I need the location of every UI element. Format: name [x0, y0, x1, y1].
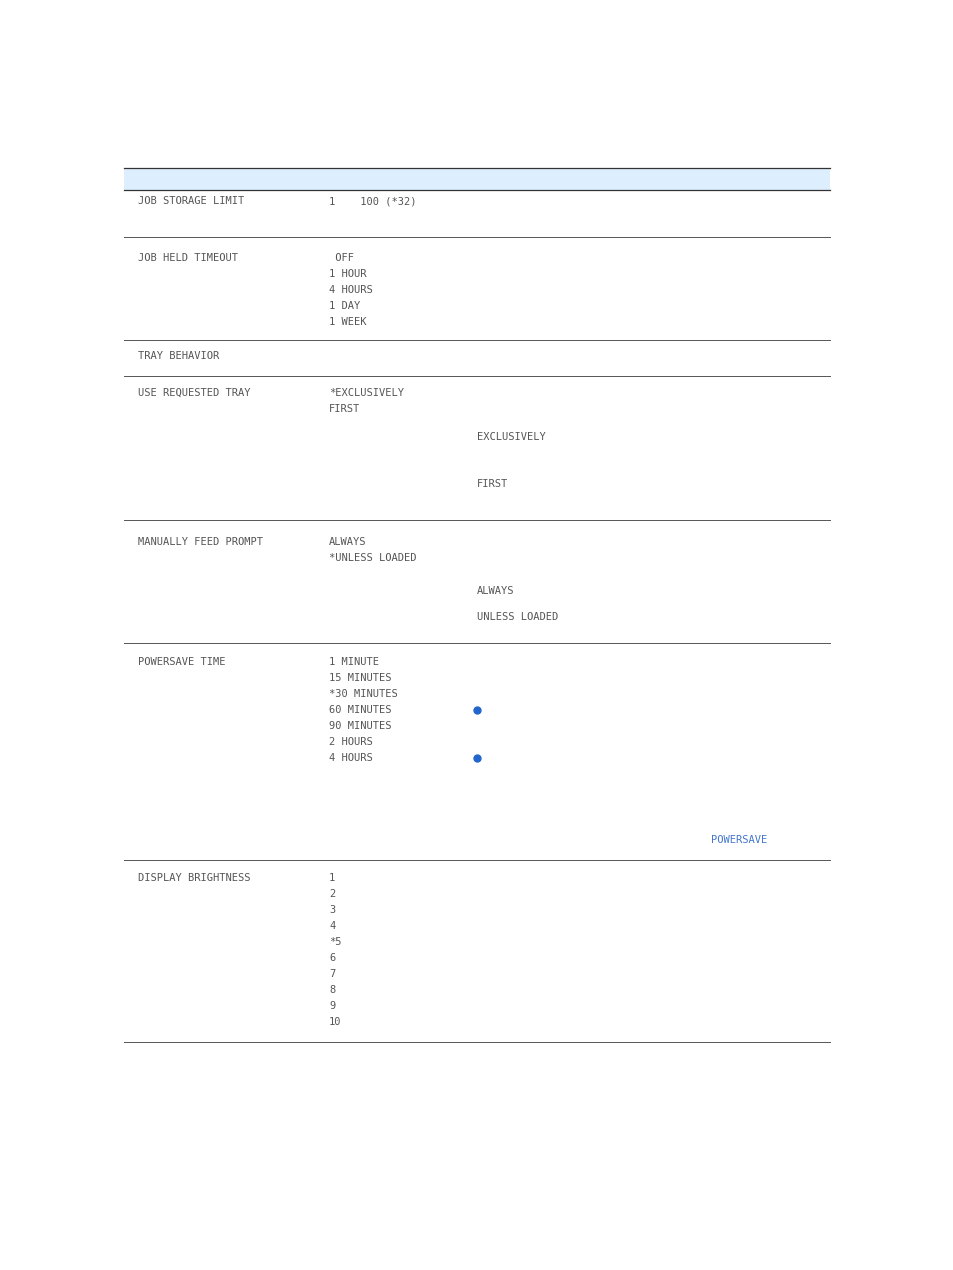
- Text: JOB STORAGE LIMIT: JOB STORAGE LIMIT: [138, 196, 244, 206]
- Text: 90 MINUTES: 90 MINUTES: [329, 721, 392, 732]
- Text: 4: 4: [329, 921, 335, 931]
- Text: 4 HOURS: 4 HOURS: [329, 753, 373, 763]
- Text: JOB HELD TIMEOUT: JOB HELD TIMEOUT: [138, 253, 238, 263]
- Text: MANUALLY FEED PROMPT: MANUALLY FEED PROMPT: [138, 537, 263, 547]
- Text: FIRST: FIRST: [329, 404, 360, 414]
- Text: FIRST: FIRST: [476, 479, 508, 489]
- Text: DISPLAY BRIGHTNESS: DISPLAY BRIGHTNESS: [138, 872, 251, 883]
- Text: EXCLUSIVELY: EXCLUSIVELY: [476, 432, 545, 442]
- Text: ALWAYS: ALWAYS: [476, 585, 514, 596]
- Text: 9: 9: [329, 1001, 335, 1011]
- Text: 2 HOURS: 2 HOURS: [329, 737, 373, 747]
- Text: 4 HOURS: 4 HOURS: [329, 284, 373, 295]
- Text: 1 MINUTE: 1 MINUTE: [329, 657, 378, 667]
- Text: USE REQUESTED TRAY: USE REQUESTED TRAY: [138, 389, 251, 398]
- Text: 2: 2: [329, 889, 335, 899]
- Text: *30 MINUTES: *30 MINUTES: [329, 690, 397, 698]
- Text: 1 DAY: 1 DAY: [329, 301, 360, 311]
- Text: 8: 8: [329, 986, 335, 994]
- Text: 10: 10: [329, 1017, 341, 1027]
- Text: 1 WEEK: 1 WEEK: [329, 318, 366, 326]
- Text: *UNLESS LOADED: *UNLESS LOADED: [329, 552, 416, 563]
- Text: 7: 7: [329, 969, 335, 979]
- Text: POWERSAVE TIME: POWERSAVE TIME: [138, 657, 226, 667]
- Text: 60 MINUTES: 60 MINUTES: [329, 705, 392, 715]
- Text: 1: 1: [329, 872, 335, 883]
- Text: *EXCLUSIVELY: *EXCLUSIVELY: [329, 389, 404, 398]
- Text: 3: 3: [329, 906, 335, 914]
- Text: *5: *5: [329, 937, 341, 947]
- Text: 1    100 (*32): 1 100 (*32): [329, 196, 416, 206]
- Text: POWERSAVE: POWERSAVE: [710, 834, 766, 845]
- Text: ALWAYS: ALWAYS: [329, 537, 366, 547]
- Text: UNLESS LOADED: UNLESS LOADED: [476, 612, 558, 622]
- Text: 6: 6: [329, 952, 335, 963]
- Text: TRAY BEHAVIOR: TRAY BEHAVIOR: [138, 351, 219, 361]
- Bar: [124, 168, 829, 190]
- Text: 15 MINUTES: 15 MINUTES: [329, 673, 392, 683]
- Text: OFF: OFF: [329, 253, 354, 263]
- Text: 1 HOUR: 1 HOUR: [329, 269, 366, 279]
